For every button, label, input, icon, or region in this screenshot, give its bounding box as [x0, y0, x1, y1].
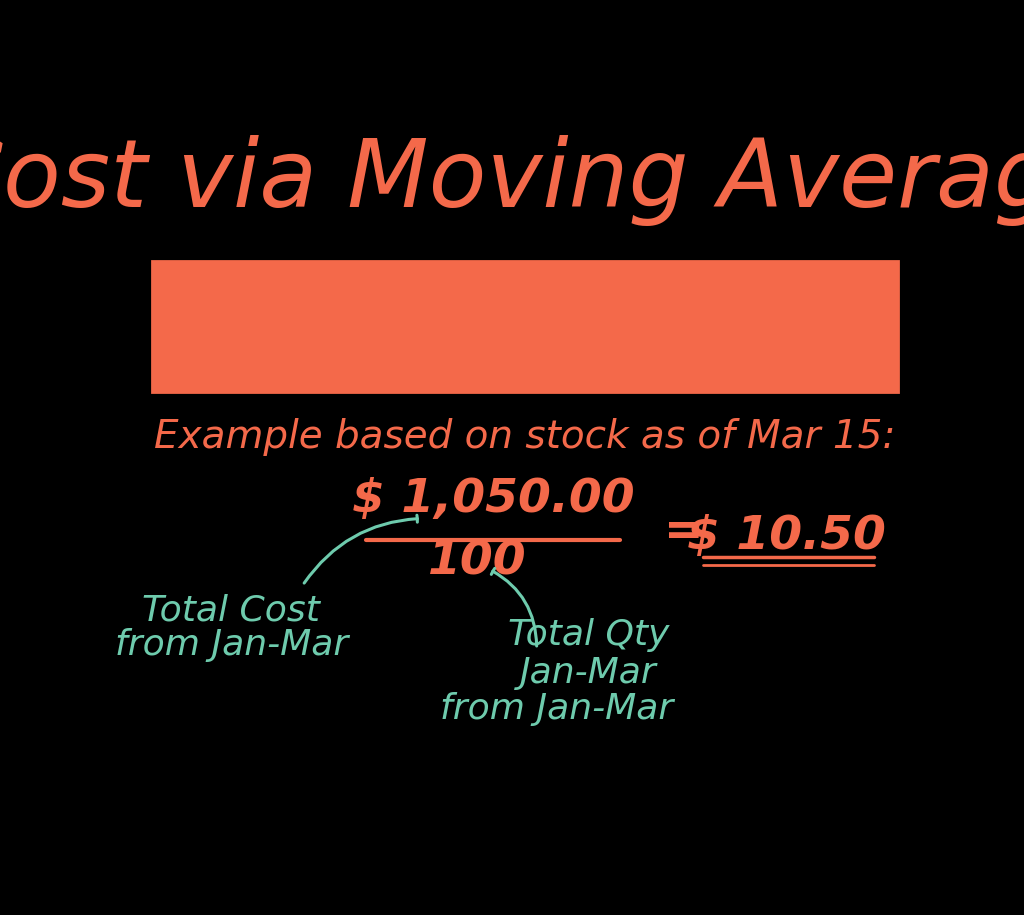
Text: Total Qty: Total Qty	[508, 618, 669, 651]
Text: Cost via Moving Average: Cost via Moving Average	[0, 135, 1024, 226]
Text: Example based on stock as of Mar 15:: Example based on stock as of Mar 15:	[154, 418, 896, 457]
Text: from Jan-Mar: from Jan-Mar	[440, 692, 673, 726]
Text: Jan-Mar: Jan-Mar	[520, 656, 656, 691]
Text: =: =	[664, 510, 703, 555]
Bar	[152, 262, 898, 392]
Text: Total Cost: Total Cost	[142, 593, 321, 627]
Text: $ 1,050.00: $ 1,050.00	[351, 477, 635, 522]
Text: $ 10.50: $ 10.50	[687, 513, 886, 558]
Text: from Jan-Mar: from Jan-Mar	[115, 629, 348, 662]
Text: 100: 100	[428, 540, 526, 585]
